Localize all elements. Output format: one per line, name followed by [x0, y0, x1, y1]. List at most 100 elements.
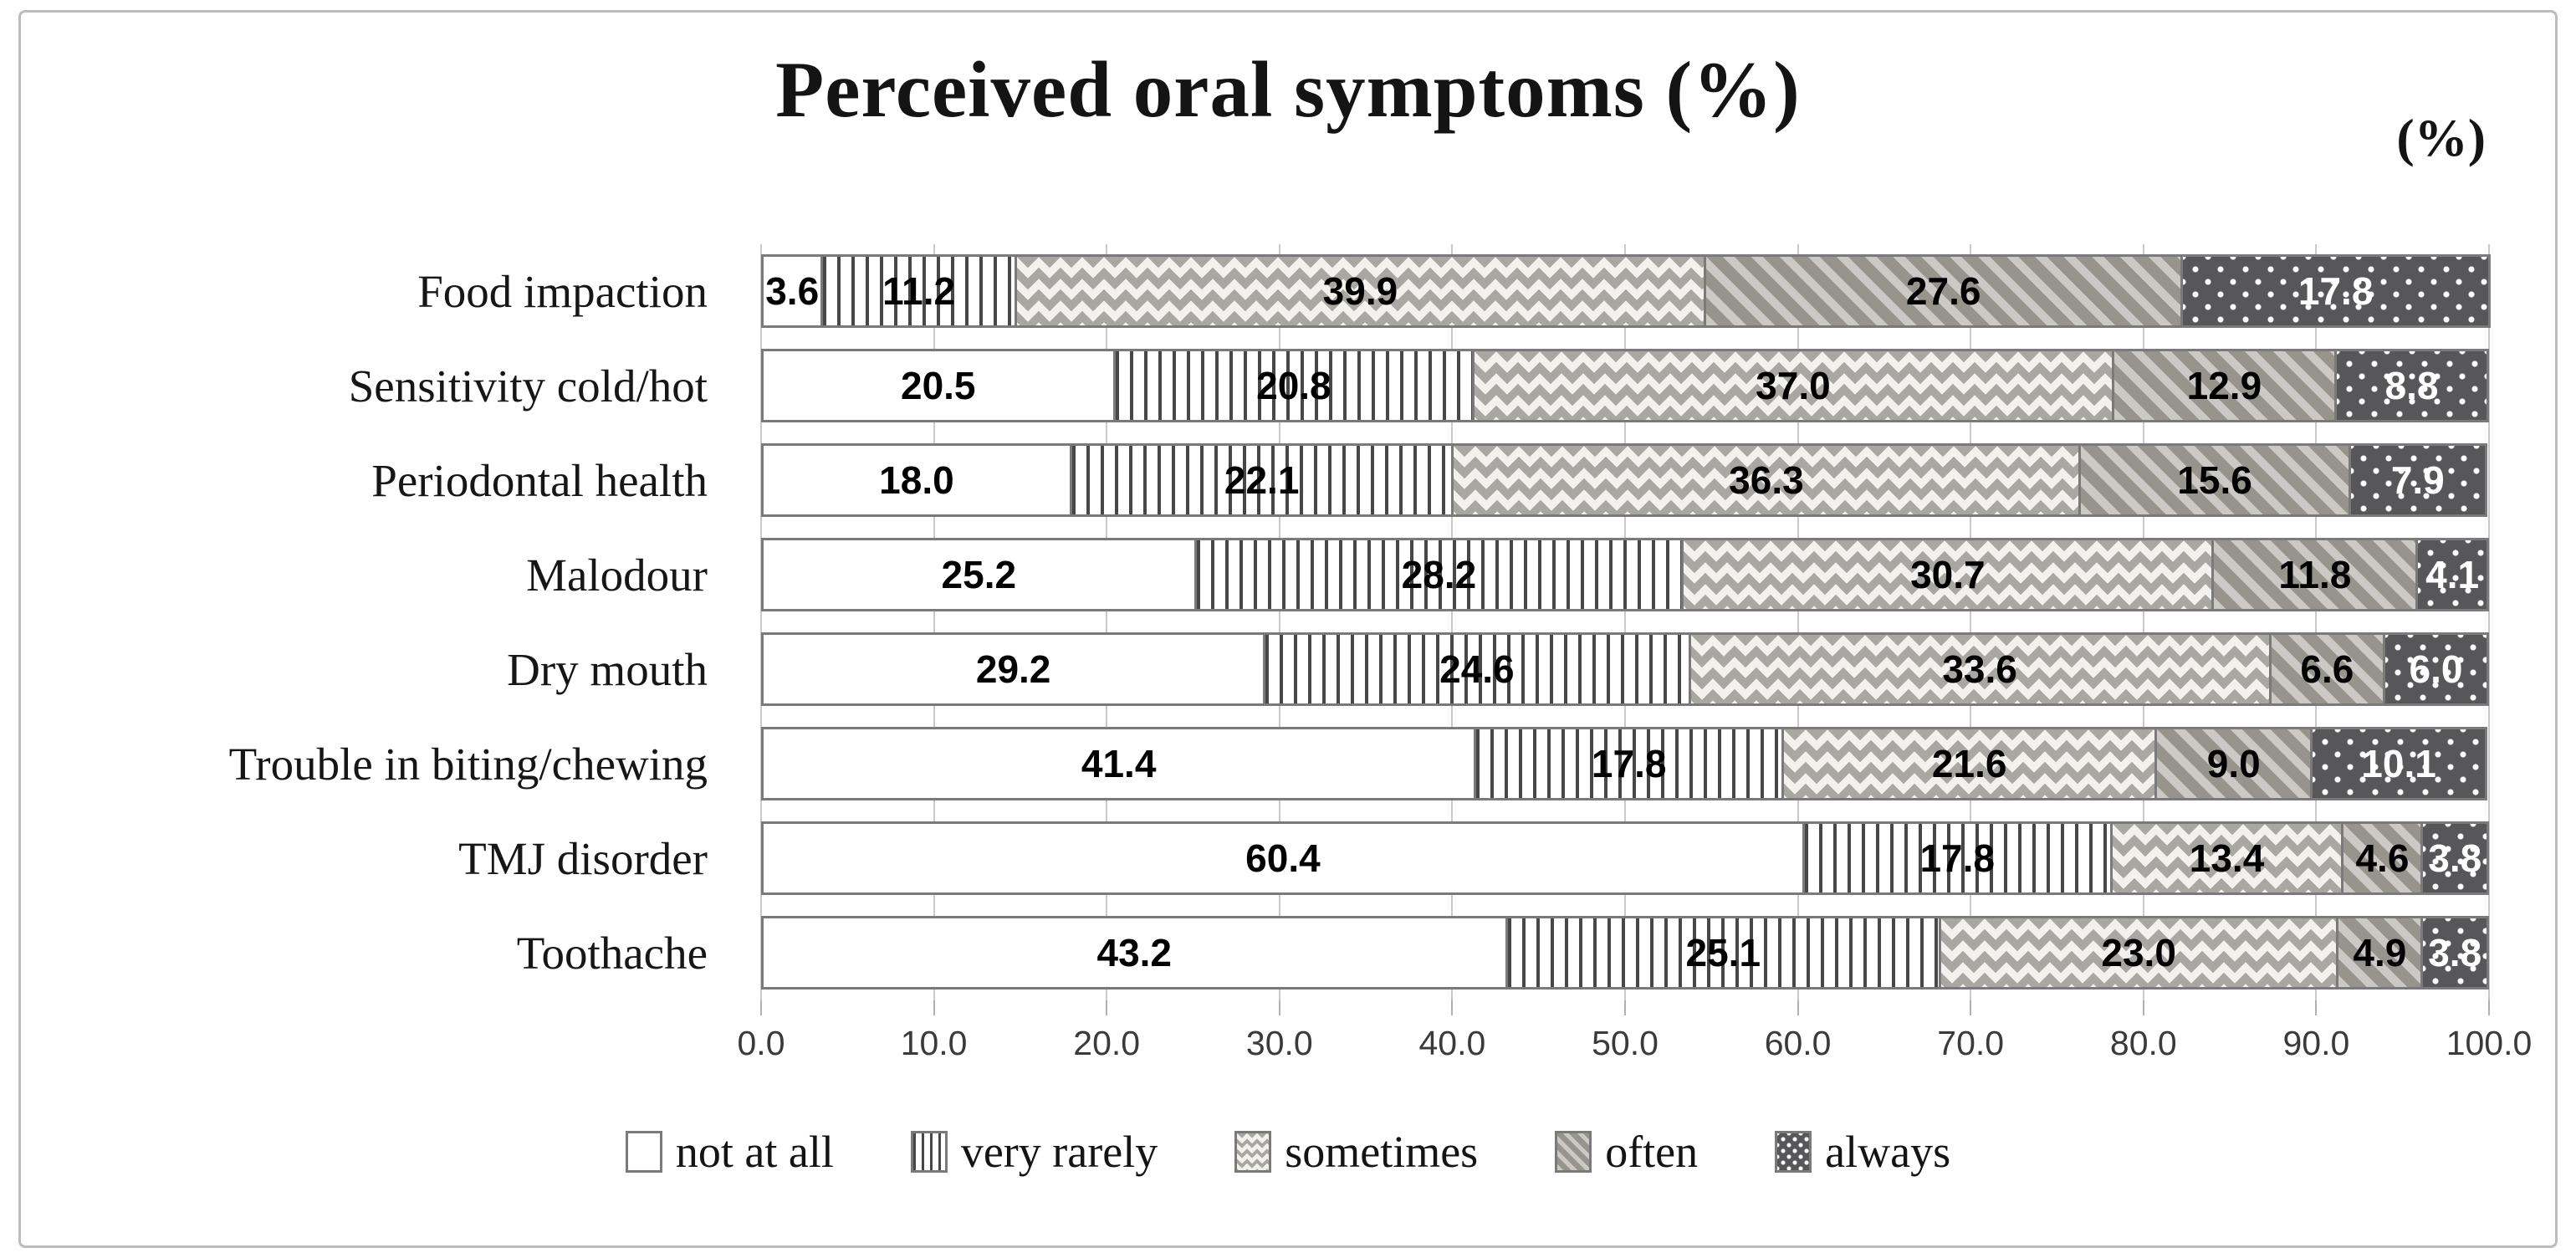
axis-tick [1970, 1000, 1972, 1015]
bar-segment: 12.9 [2113, 349, 2338, 422]
bar-segment-label: 8.8 [2384, 364, 2439, 407]
gridline [1106, 244, 1108, 1000]
bar-segment-label: 7.9 [2390, 458, 2445, 502]
bar-segment: 25.1 [1507, 916, 1942, 990]
bar-segment: 9.0 [2157, 727, 2313, 800]
bar-segment: 3.8 [2423, 916, 2489, 990]
bar-segment-label: 37.0 [1756, 364, 1831, 407]
category-label: Trouble in biting/chewing [228, 739, 708, 790]
bar-segment-label: 22.1 [1224, 458, 1300, 502]
legend-item: very rarely [910, 1126, 1158, 1178]
gridline [1624, 244, 1626, 1000]
bar-segment: 10.1 [2313, 727, 2487, 800]
legend: not at all very rarely sometimes often alway… [0, 1126, 2576, 1178]
axis-tick-label: 30.0 [1245, 1024, 1313, 1062]
bar-segment-label: 3.6 [765, 269, 820, 313]
category-label: Dry mouth [507, 644, 708, 695]
category-label: Periodontal health [371, 455, 708, 506]
bar-segment: 30.7 [1684, 538, 2215, 611]
bar-segment: 4.1 [2418, 538, 2489, 611]
axis-tick-label: 70.0 [1937, 1024, 2005, 1062]
chart-title: Perceived oral symptoms (%) [775, 45, 1801, 134]
bar-row: 29.2 24.6 33.6 6.6 6.0 [761, 632, 2489, 706]
bar-segment: 6.0 [2385, 632, 2489, 706]
legend-swatch [1234, 1131, 1272, 1173]
bar-segment-label: 4.9 [2353, 931, 2407, 974]
bar-row: 25.2 28.2 30.7 11.8 4.1 [761, 538, 2489, 611]
legend-swatch [1775, 1131, 1812, 1173]
bar-segment-label: 11.8 [2278, 553, 2352, 596]
bar-segment-label: 4.1 [2425, 553, 2480, 596]
bar-segment: 37.0 [1475, 349, 2114, 422]
bar-segment-label: 36.3 [1729, 458, 1804, 502]
bar-segment: 11.2 [823, 254, 1017, 328]
axis-tick-label: 100.0 [2446, 1024, 2533, 1062]
bar-segment: 4.6 [2343, 821, 2424, 895]
bar-segment: 60.4 [761, 821, 1805, 895]
legend-swatch [1555, 1131, 1592, 1173]
legend-item: not at all [625, 1126, 834, 1178]
bar-segment: 29.2 [761, 632, 1266, 706]
bar-segment-label: 6.6 [2300, 647, 2354, 691]
bar-segment-label: 3.8 [2428, 931, 2482, 974]
category-label: Toothache [516, 928, 708, 979]
bar-segment: 13.4 [2112, 821, 2344, 895]
bar-segment: 43.2 [761, 916, 1508, 990]
bar-segment-label: 12.9 [2186, 364, 2262, 407]
bar-segment-label: 60.4 [1245, 836, 1321, 880]
bar-segment: 17.8 [1804, 821, 2113, 895]
category-label-column: Food impaction Sensitivity cold/hot Period… [0, 244, 733, 1000]
bar-segment: 7.9 [2350, 443, 2487, 517]
legend-swatch [625, 1131, 662, 1173]
bar-segment-label: 21.6 [1931, 742, 2007, 785]
legend-label: very rarely [960, 1127, 1158, 1177]
category-label: Food impaction [417, 266, 708, 317]
bar-segment: 33.6 [1690, 632, 2272, 706]
bar-segment-label: 6.0 [2409, 647, 2463, 691]
bar-segment: 22.1 [1071, 443, 1454, 517]
bar-segment-label: 29.2 [975, 647, 1051, 691]
legend-item: always [1775, 1126, 1950, 1178]
legend-swatch [910, 1131, 948, 1173]
bar-row: 43.2 25.1 23.0 4.9 3.8 [761, 916, 2489, 990]
bar-segment: 3.6 [761, 254, 824, 328]
bar-segment-label: 13.4 [2189, 836, 2265, 880]
bar-segment-label: 33.6 [1942, 647, 2017, 691]
category-label: TMJ disorder [458, 833, 708, 884]
bar-segment: 39.9 [1016, 254, 1707, 328]
bar-segment-label: 25.1 [1685, 931, 1761, 974]
axis-tick-label: 80.0 [2109, 1024, 2177, 1062]
bar-segment: 24.6 [1265, 632, 1691, 706]
bar-segment: 20.8 [1115, 349, 1475, 422]
axis-tick [1451, 1000, 1454, 1015]
axis-tick [2488, 1000, 2490, 1015]
category-label: Sensitivity cold/hot [348, 361, 708, 412]
bar-segment-label: 30.7 [1910, 553, 1986, 596]
bar-segment: 23.0 [1941, 916, 2339, 990]
bar-segment: 41.4 [761, 727, 1477, 800]
axis-tick [1624, 1000, 1626, 1015]
bar-segment: 4.9 [2338, 916, 2424, 990]
axis-tick-label: 20.0 [1073, 1024, 1141, 1062]
axis-tick-label: 40.0 [1418, 1024, 1486, 1062]
legend-label: sometimes [1285, 1127, 1479, 1177]
bar-segment-label: 17.8 [1919, 836, 1995, 880]
axis-tick-label: 0.0 [737, 1024, 785, 1062]
bar-segment: 11.8 [2214, 538, 2419, 611]
axis-unit-label: (%) [2396, 108, 2486, 167]
axis-tick-label: 50.0 [1592, 1024, 1659, 1062]
bar-segment: 15.6 [2081, 443, 2351, 517]
bar-segment: 8.8 [2337, 349, 2489, 422]
gridline [1278, 244, 1280, 1000]
bar-segment-label: 23.0 [2101, 931, 2176, 974]
bar-segment-label: 28.2 [1401, 553, 1477, 596]
gridline [933, 244, 935, 1000]
bar-segment-label: 17.8 [2297, 269, 2374, 313]
legend-label: always [1825, 1127, 1951, 1177]
bar-segment-label: 18.0 [879, 458, 954, 502]
bar-segment-label: 4.6 [2355, 836, 2410, 880]
gridline [2142, 244, 2144, 1000]
bar-row: 20.5 20.8 37.0 12.9 8.8 [761, 349, 2489, 422]
bar-segment: 17.8 [2183, 254, 2492, 328]
